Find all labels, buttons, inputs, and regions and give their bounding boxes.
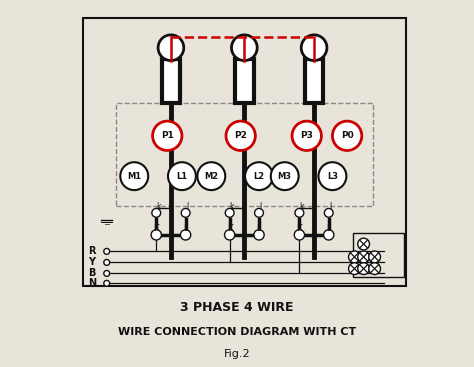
- Text: l: l: [186, 202, 189, 211]
- Text: B: B: [88, 268, 96, 279]
- Text: M2: M2: [204, 172, 219, 181]
- Text: L: L: [183, 224, 188, 233]
- Circle shape: [231, 35, 257, 61]
- Text: P0: P0: [341, 131, 354, 140]
- Text: L2: L2: [254, 172, 264, 181]
- Circle shape: [295, 208, 304, 217]
- Circle shape: [255, 208, 264, 217]
- Text: l: l: [260, 202, 262, 211]
- Text: P3: P3: [301, 131, 313, 140]
- Circle shape: [225, 230, 235, 240]
- Circle shape: [348, 263, 360, 275]
- Circle shape: [358, 263, 370, 275]
- Text: k: k: [299, 202, 303, 211]
- Text: Y: Y: [89, 257, 96, 268]
- Circle shape: [158, 35, 184, 61]
- Circle shape: [332, 121, 362, 150]
- Circle shape: [153, 121, 182, 150]
- Circle shape: [104, 280, 109, 286]
- Circle shape: [226, 121, 255, 150]
- Circle shape: [369, 263, 381, 275]
- Text: k: k: [229, 202, 234, 211]
- Text: M3: M3: [278, 172, 292, 181]
- Circle shape: [104, 259, 109, 265]
- Text: Fig.2: Fig.2: [224, 349, 250, 359]
- Bar: [235, 59, 254, 103]
- Text: R: R: [88, 246, 96, 257]
- Text: K: K: [227, 224, 233, 233]
- Circle shape: [294, 230, 304, 240]
- Circle shape: [104, 248, 109, 254]
- Circle shape: [254, 230, 264, 240]
- Text: L: L: [326, 224, 331, 233]
- Text: L3: L3: [327, 172, 338, 181]
- Circle shape: [358, 238, 370, 250]
- Circle shape: [292, 121, 321, 150]
- Bar: [116, 103, 373, 206]
- Circle shape: [152, 208, 161, 217]
- Text: K: K: [296, 224, 302, 233]
- Text: L1: L1: [176, 172, 188, 181]
- Text: l: l: [329, 202, 332, 211]
- Circle shape: [181, 208, 190, 217]
- Circle shape: [151, 230, 162, 240]
- Text: K: K: [153, 224, 159, 233]
- Text: L: L: [256, 224, 262, 233]
- Circle shape: [348, 251, 360, 263]
- Circle shape: [324, 208, 333, 217]
- Text: P1: P1: [161, 131, 173, 140]
- Circle shape: [271, 162, 299, 190]
- Circle shape: [120, 162, 148, 190]
- Circle shape: [245, 162, 273, 190]
- Circle shape: [225, 208, 234, 217]
- Text: 3 PHASE 4 WIRE: 3 PHASE 4 WIRE: [180, 301, 294, 314]
- Circle shape: [197, 162, 225, 190]
- Bar: [305, 59, 323, 103]
- Circle shape: [104, 270, 109, 276]
- Bar: [353, 233, 404, 277]
- Circle shape: [168, 162, 196, 190]
- Circle shape: [358, 251, 370, 263]
- Circle shape: [369, 251, 381, 263]
- Text: N: N: [88, 278, 96, 288]
- Circle shape: [181, 230, 191, 240]
- Circle shape: [301, 35, 327, 61]
- Circle shape: [319, 162, 346, 190]
- Circle shape: [324, 230, 334, 240]
- Bar: [162, 59, 180, 103]
- Text: WIRE CONNECTION DIAGRAM WITH CT: WIRE CONNECTION DIAGRAM WITH CT: [118, 327, 356, 337]
- Text: P2: P2: [234, 131, 247, 140]
- Text: M1: M1: [127, 172, 141, 181]
- Text: k: k: [156, 202, 160, 211]
- Bar: [83, 18, 406, 286]
